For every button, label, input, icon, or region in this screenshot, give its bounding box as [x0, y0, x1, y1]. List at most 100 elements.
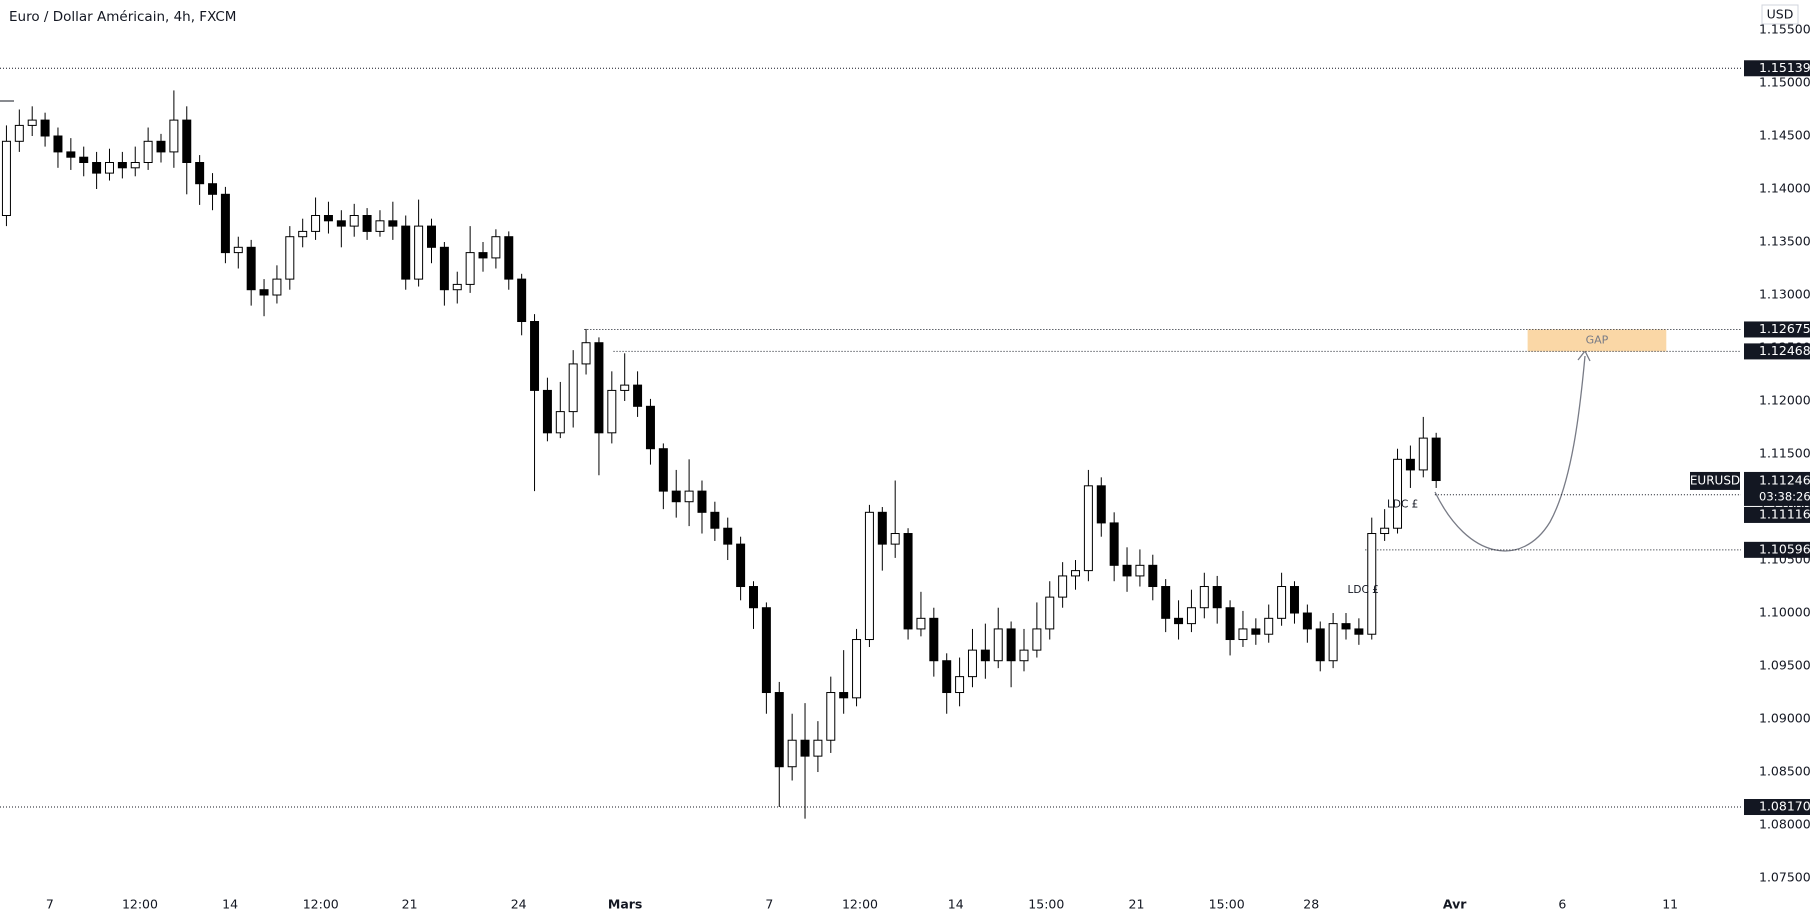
candle-body	[967, 649, 977, 678]
x-tick-label: 14	[948, 897, 964, 912]
candle-body	[246, 246, 256, 291]
candle-body	[658, 448, 668, 492]
candle-body	[942, 660, 952, 694]
candle-body	[272, 278, 282, 296]
candle-body	[130, 162, 140, 169]
candle-body	[1354, 628, 1364, 635]
candle-body	[1071, 570, 1081, 577]
level-label: 1.11116	[1759, 506, 1811, 521]
gap-zone	[1527, 329, 1667, 352]
candle-body	[1405, 458, 1415, 471]
candle-body	[465, 252, 475, 285]
candle-body	[1315, 628, 1325, 662]
candle-body	[362, 215, 372, 232]
candle-body	[1019, 649, 1029, 662]
candle-body	[774, 692, 784, 768]
candle-body	[1380, 527, 1390, 535]
candle-body	[1135, 564, 1145, 577]
candle-body	[504, 236, 514, 280]
x-tick-label: Mars	[608, 897, 642, 912]
currency-box[interactable]	[1761, 4, 1799, 25]
y-tick-label: 1.13000	[1759, 287, 1811, 302]
candle-body	[903, 533, 913, 630]
x-tick-label: Avr	[1443, 897, 1467, 912]
level-label: 1.12468	[1759, 343, 1811, 358]
candle-body	[1341, 623, 1351, 630]
candle-body	[1289, 586, 1299, 614]
candle-body	[388, 220, 398, 227]
candle-body	[1058, 575, 1068, 598]
annotation: LDC £	[1348, 584, 1379, 596]
candle-body	[1199, 586, 1209, 609]
x-tick-label: 6	[1558, 897, 1566, 912]
x-tick-label: 28	[1303, 897, 1319, 912]
y-tick-label: 1.14500	[1759, 128, 1811, 143]
candle-body	[877, 511, 887, 545]
candle-body	[1431, 437, 1441, 482]
candle-body	[117, 162, 127, 169]
candle-body	[980, 649, 990, 662]
current-box	[1744, 471, 1810, 506]
candle-body	[684, 490, 694, 503]
symbol-label: EURUSD	[1690, 473, 1740, 487]
x-tick-label: 21	[1129, 897, 1145, 912]
candle-body	[182, 119, 192, 164]
candle-body	[736, 543, 746, 588]
candle-body	[1006, 628, 1016, 662]
candle-body	[826, 692, 836, 741]
y-tick-label: 1.11500	[1759, 446, 1811, 461]
candle-body	[1393, 458, 1403, 529]
candle-body	[1161, 586, 1171, 619]
candle-body	[697, 490, 707, 513]
candle-body	[890, 533, 900, 545]
level-box	[1744, 799, 1810, 816]
level-box	[1744, 506, 1810, 523]
level-box	[1744, 541, 1810, 558]
candle-body	[220, 193, 230, 254]
candle-body	[1367, 533, 1377, 635]
level-label: 1.08170	[1759, 799, 1811, 814]
candle-body	[1096, 485, 1106, 524]
x-tick-label: 14	[222, 897, 238, 912]
x-tick-label: 15:00	[1028, 897, 1064, 912]
candle-body	[92, 162, 102, 174]
x-tick-label: 12:00	[303, 897, 339, 912]
candle-body	[195, 162, 205, 185]
candle-body	[723, 527, 733, 545]
currency[interactable]: USD	[1767, 7, 1794, 22]
candle-body	[1148, 564, 1158, 588]
arrow-head	[1577, 349, 1591, 362]
candle-body	[478, 252, 488, 259]
candle-body	[1032, 628, 1042, 651]
candle-body	[929, 617, 939, 662]
y-tick-label: 1.09000	[1759, 711, 1811, 726]
candle-body	[259, 289, 269, 296]
candle-body	[323, 215, 333, 222]
candle-body	[1277, 586, 1287, 619]
candle-body	[66, 151, 76, 158]
candle-body	[1122, 564, 1132, 577]
candle-body	[1045, 596, 1055, 630]
candle-body	[452, 283, 462, 291]
candle-body	[1, 140, 11, 217]
candle-body	[169, 119, 179, 153]
candle-body	[1328, 623, 1338, 662]
candle-body	[530, 321, 540, 391]
candle-body	[787, 739, 797, 768]
level-box	[1744, 343, 1810, 360]
x-tick-label: 21	[402, 897, 418, 912]
candle-body	[401, 225, 411, 280]
y-tick-label: 1.12000	[1759, 393, 1811, 408]
current-price: 1.11246	[1759, 472, 1811, 487]
candle-body	[620, 384, 630, 391]
candle-body	[439, 246, 449, 291]
candle-body	[311, 215, 321, 232]
candle-body	[749, 586, 758, 609]
candle-body	[852, 639, 862, 699]
candle-body	[491, 236, 501, 259]
chart-title: Euro / Dollar Américain, 4h, FXCM	[9, 9, 236, 25]
candle-body	[1251, 628, 1261, 635]
candle-body	[761, 607, 771, 694]
candle-body	[375, 220, 385, 232]
